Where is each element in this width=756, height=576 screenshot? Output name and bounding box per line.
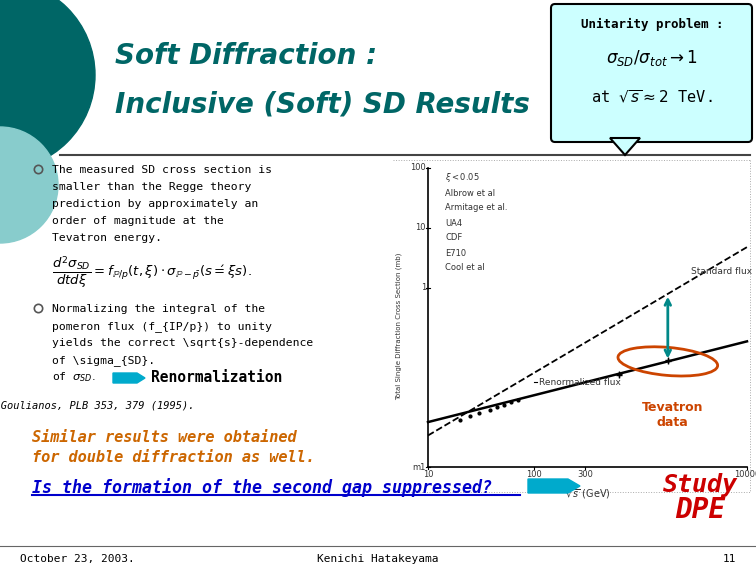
Text: 11: 11 — [723, 554, 736, 564]
Text: at $\sqrt{s} \approx 2$ TeV.: at $\sqrt{s} \approx 2$ TeV. — [591, 88, 713, 105]
Text: Renormalization: Renormalization — [151, 370, 282, 385]
Text: Total Single Diffraction Cross Section (mb): Total Single Diffraction Cross Section (… — [395, 252, 402, 400]
Text: Albrow et al: Albrow et al — [445, 188, 495, 198]
Text: 1: 1 — [421, 283, 426, 292]
Text: of \sigma_{SD}.: of \sigma_{SD}. — [52, 355, 155, 366]
Text: Is the formation of the second gap suppressed?: Is the formation of the second gap suppr… — [32, 478, 492, 497]
Text: yields the correct \sqrt{s}-dependence: yields the correct \sqrt{s}-dependence — [52, 338, 313, 348]
Text: for double diffraction as well.: for double diffraction as well. — [32, 450, 315, 465]
Text: Standard flux: Standard flux — [692, 267, 752, 276]
Text: Kenichi Hatakeyama: Kenichi Hatakeyama — [318, 554, 438, 564]
Text: 300: 300 — [577, 470, 593, 479]
Text: CDF: CDF — [445, 233, 462, 242]
Text: UA4: UA4 — [445, 218, 462, 228]
Polygon shape — [610, 138, 640, 155]
FancyBboxPatch shape — [551, 4, 752, 142]
Text: The measured SD cross section is: The measured SD cross section is — [52, 165, 272, 175]
Circle shape — [0, 0, 95, 170]
Text: pomeron flux (f_{IP/p}) to unity: pomeron flux (f_{IP/p}) to unity — [52, 321, 272, 332]
Text: $\dfrac{d^2\sigma_{SD}}{dtd\xi} = f_{\mathbb{P}/p}(t,\xi)\cdot\sigma_{\mathbb{P}: $\dfrac{d^2\sigma_{SD}}{dtd\xi} = f_{\ma… — [52, 254, 252, 290]
Text: smaller than the Regge theory: smaller than the Regge theory — [52, 182, 252, 192]
Text: Study: Study — [662, 473, 738, 497]
Text: Normalizing the integral of the: Normalizing the integral of the — [52, 304, 265, 314]
Text: Similar results were obtained: Similar results were obtained — [32, 430, 296, 445]
Text: Inclusive (Soft) SD Results: Inclusive (Soft) SD Results — [115, 90, 530, 118]
Text: order of magnitude at the: order of magnitude at the — [52, 216, 224, 226]
Text: K. Goulianos, PLB 353, 379 (1995).: K. Goulianos, PLB 353, 379 (1995). — [0, 400, 194, 410]
Text: Tevatron
data: Tevatron data — [642, 401, 704, 429]
Text: Armitage et al.: Armitage et al. — [445, 203, 507, 213]
Text: 10000: 10000 — [734, 470, 756, 479]
Bar — [393, 160, 750, 492]
Text: Unitarity problem :: Unitarity problem : — [581, 18, 723, 31]
Text: E710: E710 — [445, 248, 466, 257]
Text: DPE: DPE — [675, 496, 725, 524]
Text: Cool et al: Cool et al — [445, 263, 485, 272]
Text: 10: 10 — [416, 223, 426, 232]
Text: prediction by approximately an: prediction by approximately an — [52, 199, 259, 209]
Text: m1: m1 — [413, 463, 426, 472]
Text: Soft Diffraction :: Soft Diffraction : — [115, 42, 377, 70]
Text: $\sqrt{s}$ (GeV): $\sqrt{s}$ (GeV) — [565, 487, 610, 501]
Circle shape — [0, 127, 58, 243]
Text: $\xi < 0.05$: $\xi < 0.05$ — [445, 172, 480, 184]
Text: of $\sigma_{SD}.$: of $\sigma_{SD}.$ — [52, 370, 95, 384]
Text: $\sigma_{SD}/\sigma_{tot} \rightarrow 1$: $\sigma_{SD}/\sigma_{tot} \rightarrow 1$ — [606, 48, 698, 68]
FancyArrow shape — [528, 479, 580, 493]
Text: October 23, 2003.: October 23, 2003. — [20, 554, 135, 564]
Text: 100: 100 — [411, 164, 426, 172]
FancyArrow shape — [113, 373, 145, 383]
Text: 100: 100 — [526, 470, 542, 479]
Text: Tevatron energy.: Tevatron energy. — [52, 233, 162, 243]
Text: 10: 10 — [423, 470, 433, 479]
Text: Renormalized flux: Renormalized flux — [539, 378, 621, 386]
